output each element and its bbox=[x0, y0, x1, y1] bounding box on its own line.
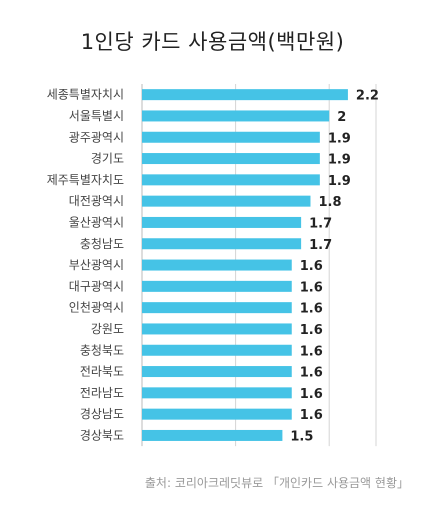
value-label: 1.7 bbox=[309, 238, 332, 253]
value-label: 1.6 bbox=[300, 280, 323, 295]
bar bbox=[142, 110, 330, 122]
category-label: 세종특별자치시 bbox=[47, 88, 124, 102]
value-label: 1.9 bbox=[328, 174, 351, 189]
bar bbox=[142, 238, 302, 250]
category-label: 광주광역시 bbox=[69, 130, 124, 144]
category-label: 대전광역시 bbox=[69, 194, 124, 208]
bar bbox=[142, 259, 292, 271]
category-label: 울산광역시 bbox=[69, 215, 124, 229]
bar bbox=[142, 131, 320, 143]
category-label: 경상북도 bbox=[80, 428, 124, 442]
value-label: 1.9 bbox=[328, 153, 351, 168]
category-label: 전라남도 bbox=[80, 386, 124, 400]
category-label: 충청북도 bbox=[80, 343, 124, 357]
category-label: 강원도 bbox=[91, 322, 124, 336]
category-label: 경상남도 bbox=[80, 407, 124, 421]
bar bbox=[142, 174, 320, 186]
value-label: 1.7 bbox=[309, 216, 332, 231]
source-note: 출처: 코리아크레딧뷰로 「개인카드 사용금액 현황」 bbox=[144, 476, 409, 490]
bar bbox=[142, 387, 292, 399]
value-label: 1.8 bbox=[318, 195, 341, 210]
bar bbox=[142, 216, 302, 228]
value-label: 1.6 bbox=[300, 408, 323, 423]
category-label: 대구광역시 bbox=[69, 279, 124, 293]
category-label: 충청남도 bbox=[80, 237, 124, 251]
value-label: 1.6 bbox=[300, 323, 323, 338]
category-label: 전라북도 bbox=[80, 365, 124, 379]
category-label: 경기도 bbox=[91, 152, 124, 166]
value-label: 1.6 bbox=[300, 302, 323, 317]
category-label: 서울특별시 bbox=[69, 109, 124, 123]
value-label: 1.6 bbox=[300, 259, 323, 274]
bar bbox=[142, 429, 283, 441]
value-label: 2 bbox=[337, 110, 346, 125]
chart-title: 1인당 카드 사용금액(백만원) bbox=[80, 30, 345, 54]
bar bbox=[142, 153, 320, 165]
bar bbox=[142, 408, 292, 420]
value-label: 1.6 bbox=[300, 344, 323, 359]
bar bbox=[142, 344, 292, 356]
value-label: 2.2 bbox=[356, 89, 379, 104]
category-label: 인천광역시 bbox=[69, 300, 124, 315]
value-label: 1.6 bbox=[300, 387, 323, 402]
value-label: 1.9 bbox=[328, 131, 351, 146]
category-label: 제주특별자치도 bbox=[47, 173, 124, 187]
value-label: 1.5 bbox=[290, 429, 313, 444]
value-label: 1.6 bbox=[300, 366, 323, 381]
bar bbox=[142, 323, 292, 335]
category-label: 부산광역시 bbox=[69, 258, 124, 272]
bar bbox=[142, 302, 292, 314]
bar bbox=[142, 195, 311, 207]
bar bbox=[142, 366, 292, 378]
bar bbox=[142, 280, 292, 292]
bar bbox=[142, 89, 348, 101]
